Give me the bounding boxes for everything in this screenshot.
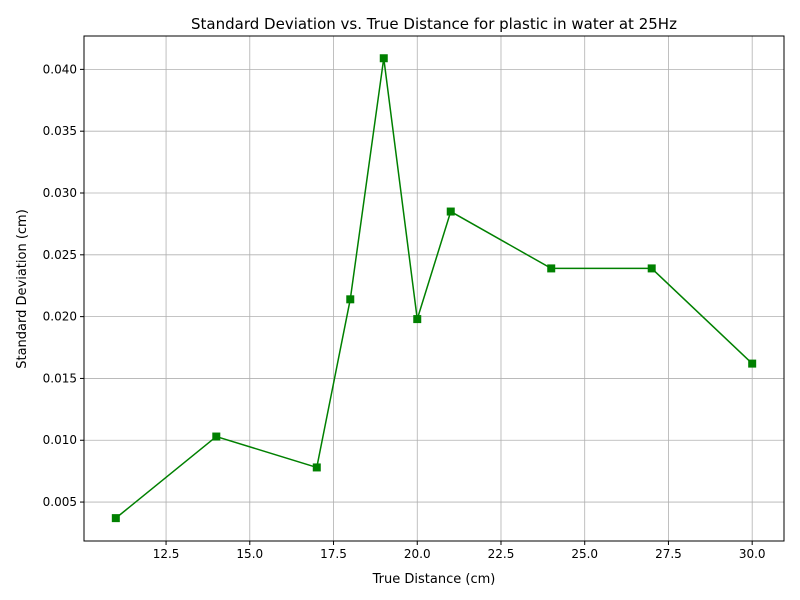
- data-point: [547, 264, 556, 273]
- y-tick-label: 0.040: [43, 62, 77, 76]
- y-tick-label: 0.025: [43, 248, 77, 262]
- data-point: [212, 432, 221, 441]
- y-tick-label: 0.035: [43, 124, 77, 138]
- data-point: [111, 514, 120, 523]
- chart-title: Standard Deviation vs. True Distance for…: [191, 15, 677, 33]
- y-axis-label: Standard Deviation (cm): [15, 209, 30, 369]
- x-tick-label: 20.0: [404, 547, 431, 561]
- x-tick-label: 15.0: [236, 547, 263, 561]
- y-tick-label: 0.010: [43, 433, 77, 447]
- x-tick-label: 17.5: [320, 547, 347, 561]
- series-line: [115, 58, 753, 519]
- data-point: [413, 315, 422, 324]
- data-point: [446, 207, 455, 216]
- x-tick-label: 22.5: [488, 547, 515, 561]
- y-tick-label: 0.015: [43, 371, 77, 385]
- y-tick-label: 0.020: [43, 310, 77, 324]
- y-tick-label: 0.030: [43, 186, 77, 200]
- data-point: [647, 264, 656, 273]
- x-axis-label: True Distance (cm): [372, 572, 496, 587]
- series: [111, 54, 757, 523]
- data-point: [312, 463, 321, 472]
- x-tick-label: 12.5: [153, 547, 180, 561]
- axis-ticks: 12.5 15.0 17.5 20.0 22.5 25.0 27.5 30.0 0.005 0.0…: [43, 62, 766, 561]
- y-tick-label: 0.005: [43, 495, 77, 509]
- grid: [84, 36, 784, 541]
- x-tick-label: 27.5: [655, 547, 682, 561]
- data-point: [346, 295, 355, 304]
- data-point: [748, 359, 757, 368]
- x-tick-label: 30.0: [739, 547, 766, 561]
- x-tick-label: 25.0: [571, 547, 598, 561]
- data-point: [379, 54, 388, 63]
- plot-frame: [83, 35, 785, 542]
